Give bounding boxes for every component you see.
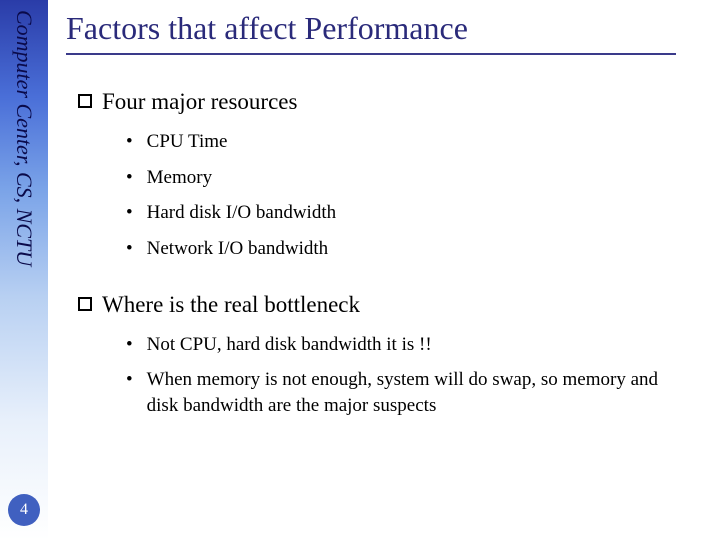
list-item: • When memory is not enough, system will… [126,367,720,418]
dot-bullet-icon: • [126,129,133,155]
section-1-list: • CPU Time • Memory • Hard disk I/O band… [126,129,720,262]
slide-title: Factors that affect Performance [66,10,720,47]
dot-bullet-icon: • [126,236,133,262]
list-item-text: Memory [147,165,720,191]
sidebar-label: Computer Center, CS, NCTU [11,10,37,266]
list-item-text: Not CPU, hard disk bandwidth it is !! [147,332,720,358]
section-1: Four major resources • CPU Time • Memory… [78,89,720,262]
dot-bullet-icon: • [126,200,133,226]
section-1-header: Four major resources [78,89,720,115]
slide-content: Factors that affect Performance Four maj… [66,0,720,540]
list-item: • Network I/O bandwidth [126,236,720,262]
page-number-badge: 4 [8,494,40,526]
section-2-list: • Not CPU, hard disk bandwidth it is !! … [126,332,720,419]
square-bullet-icon [78,94,92,108]
dot-bullet-icon: • [126,367,133,393]
list-item: • Hard disk I/O bandwidth [126,200,720,226]
list-item-text: Hard disk I/O bandwidth [147,200,720,226]
list-item: • Memory [126,165,720,191]
list-item: • Not CPU, hard disk bandwidth it is !! [126,332,720,358]
list-item: • CPU Time [126,129,720,155]
list-item-text: CPU Time [147,129,720,155]
section-2: Where is the real bottleneck • Not CPU, … [78,292,720,419]
list-item-text: Network I/O bandwidth [147,236,720,262]
sidebar: Computer Center, CS, NCTU [0,0,48,540]
title-underline [66,53,676,55]
section-2-header: Where is the real bottleneck [78,292,720,318]
section-2-header-text: Where is the real bottleneck [102,292,360,318]
list-item-text: When memory is not enough, system will d… [147,367,720,418]
dot-bullet-icon: • [126,165,133,191]
section-1-header-text: Four major resources [102,89,297,115]
square-bullet-icon [78,297,92,311]
dot-bullet-icon: • [126,332,133,358]
